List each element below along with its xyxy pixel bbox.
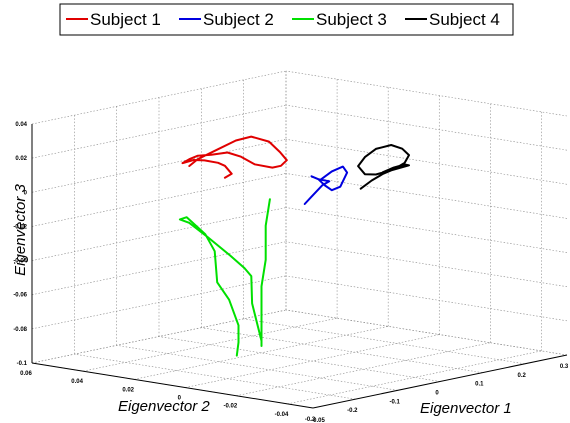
legend-label-2: Subject 2: [203, 10, 274, 29]
grid-line: [116, 345, 398, 391]
x-tick-label: -0.3: [305, 417, 316, 423]
series-line-1: [181, 135, 288, 179]
z-tick-label: 0.02: [15, 156, 27, 162]
grid-line: [31, 207, 287, 261]
grid-line: [285, 104, 568, 151]
z-tick-label: -0.02: [13, 224, 27, 230]
x-tick-label: -0.1: [389, 399, 400, 405]
y-tick-label: -0.04: [275, 412, 289, 418]
y-axis-line: [31, 362, 314, 409]
series-line-4: [357, 144, 410, 190]
grid-line: [31, 70, 287, 125]
legend: Subject 1 Subject 2 Subject 3 Subject 4: [59, 3, 514, 36]
grid-line: [134, 326, 389, 380]
grid-line: [31, 104, 287, 159]
grid-line: [74, 353, 356, 400]
grid-line: [31, 309, 287, 364]
z-tick-label: -0.08: [13, 327, 27, 333]
x-tick-label: -0.2: [347, 408, 358, 414]
grid-line: [285, 138, 568, 185]
y-tick-label: -0.02: [224, 404, 238, 410]
grid-line: [185, 334, 440, 388]
grid-line: [243, 318, 525, 365]
z-axis-label: Eigenvector 3: [12, 183, 29, 275]
series-line-2: [303, 165, 349, 205]
y-tick-label: 0.04: [71, 379, 83, 385]
grid-line: [285, 275, 568, 322]
grid-line: [236, 342, 491, 397]
x-tick-label: 0: [435, 391, 439, 397]
tick-labels: -0.3 -0.2 -0.1 0 0.1 0.2 0.3 -0.04 -0.02 0 0.02 0.0…: [13, 122, 569, 423]
grid-line: [83, 317, 338, 372]
x-axis-line: [312, 354, 568, 409]
x-tick-label: 0.2: [517, 373, 526, 379]
grid-line: [201, 327, 483, 373]
z-tick-label: 0: [24, 190, 28, 196]
grid-line: [285, 207, 568, 253]
grid-line: [31, 241, 287, 296]
y-axis-label: Eigenvector 2: [118, 398, 210, 415]
z-tick-label: -0.06: [13, 293, 27, 299]
x-axis-label: Eigenvector 1: [420, 400, 512, 417]
x-tick-label: 0.3: [560, 364, 569, 370]
grid-line: [31, 275, 287, 330]
series-line-3: [178, 198, 271, 357]
grid-line: [158, 336, 441, 382]
z-tick-label: 0.04: [15, 122, 27, 128]
legend-box: [59, 3, 514, 36]
axes-frame: [31, 124, 568, 409]
grid-line: [285, 70, 568, 117]
y-tick-label-cut: -0.05: [311, 418, 325, 423]
legend-label-1: Subject 1: [90, 10, 161, 29]
grid-layer: [31, 70, 568, 409]
z-tick-label: -0.1: [17, 361, 28, 367]
y-tick-label: 0.06: [20, 371, 32, 377]
grid-line: [285, 241, 568, 288]
x-tick-label: 0.1: [475, 382, 484, 388]
grid-line: [31, 138, 287, 193]
z-tick-label: -0.04: [13, 259, 27, 265]
legend-label-3: Subject 3: [316, 10, 387, 29]
y-tick-label: 0: [178, 396, 182, 402]
y-tick-label: 0.02: [122, 387, 134, 393]
legend-label-4: Subject 4: [429, 10, 500, 29]
grid-line: [285, 173, 568, 219]
series-layer: [178, 135, 410, 357]
grid-line: [285, 309, 568, 356]
grid-line: [287, 350, 542, 405]
grid-line: [31, 173, 287, 227]
